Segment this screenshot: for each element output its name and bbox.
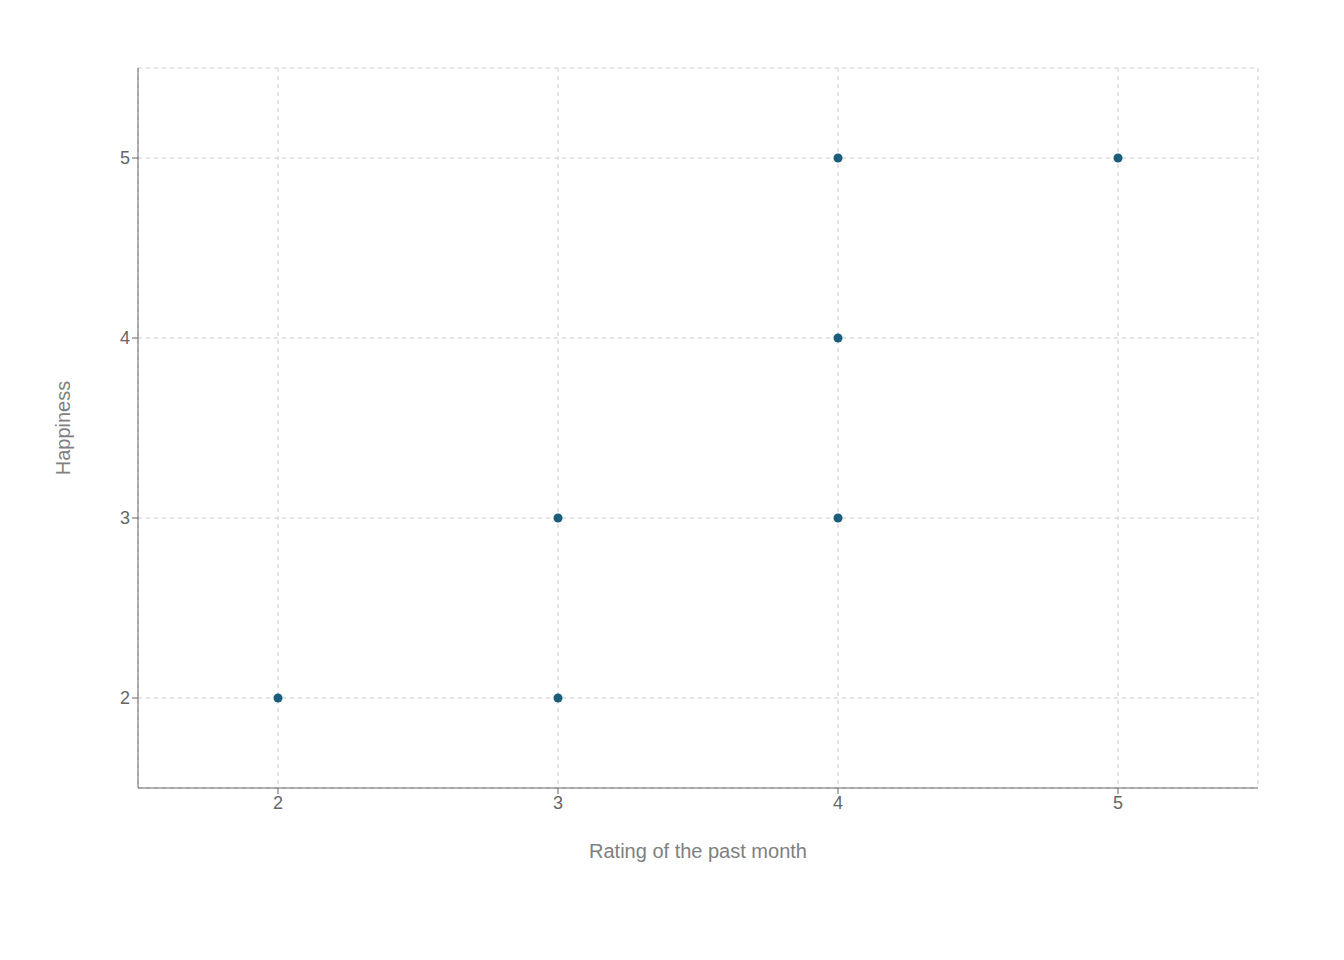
svg-text:2: 2 [120,688,130,708]
svg-text:4: 4 [120,328,130,348]
svg-text:4: 4 [833,793,843,813]
svg-text:5: 5 [120,148,130,168]
svg-text:Happiness: Happiness [52,381,74,476]
svg-text:2: 2 [273,793,283,813]
svg-text:Rating of the past month: Rating of the past month [589,840,807,862]
svg-text:5: 5 [1113,793,1123,813]
svg-text:3: 3 [553,793,563,813]
svg-text:3: 3 [120,508,130,528]
